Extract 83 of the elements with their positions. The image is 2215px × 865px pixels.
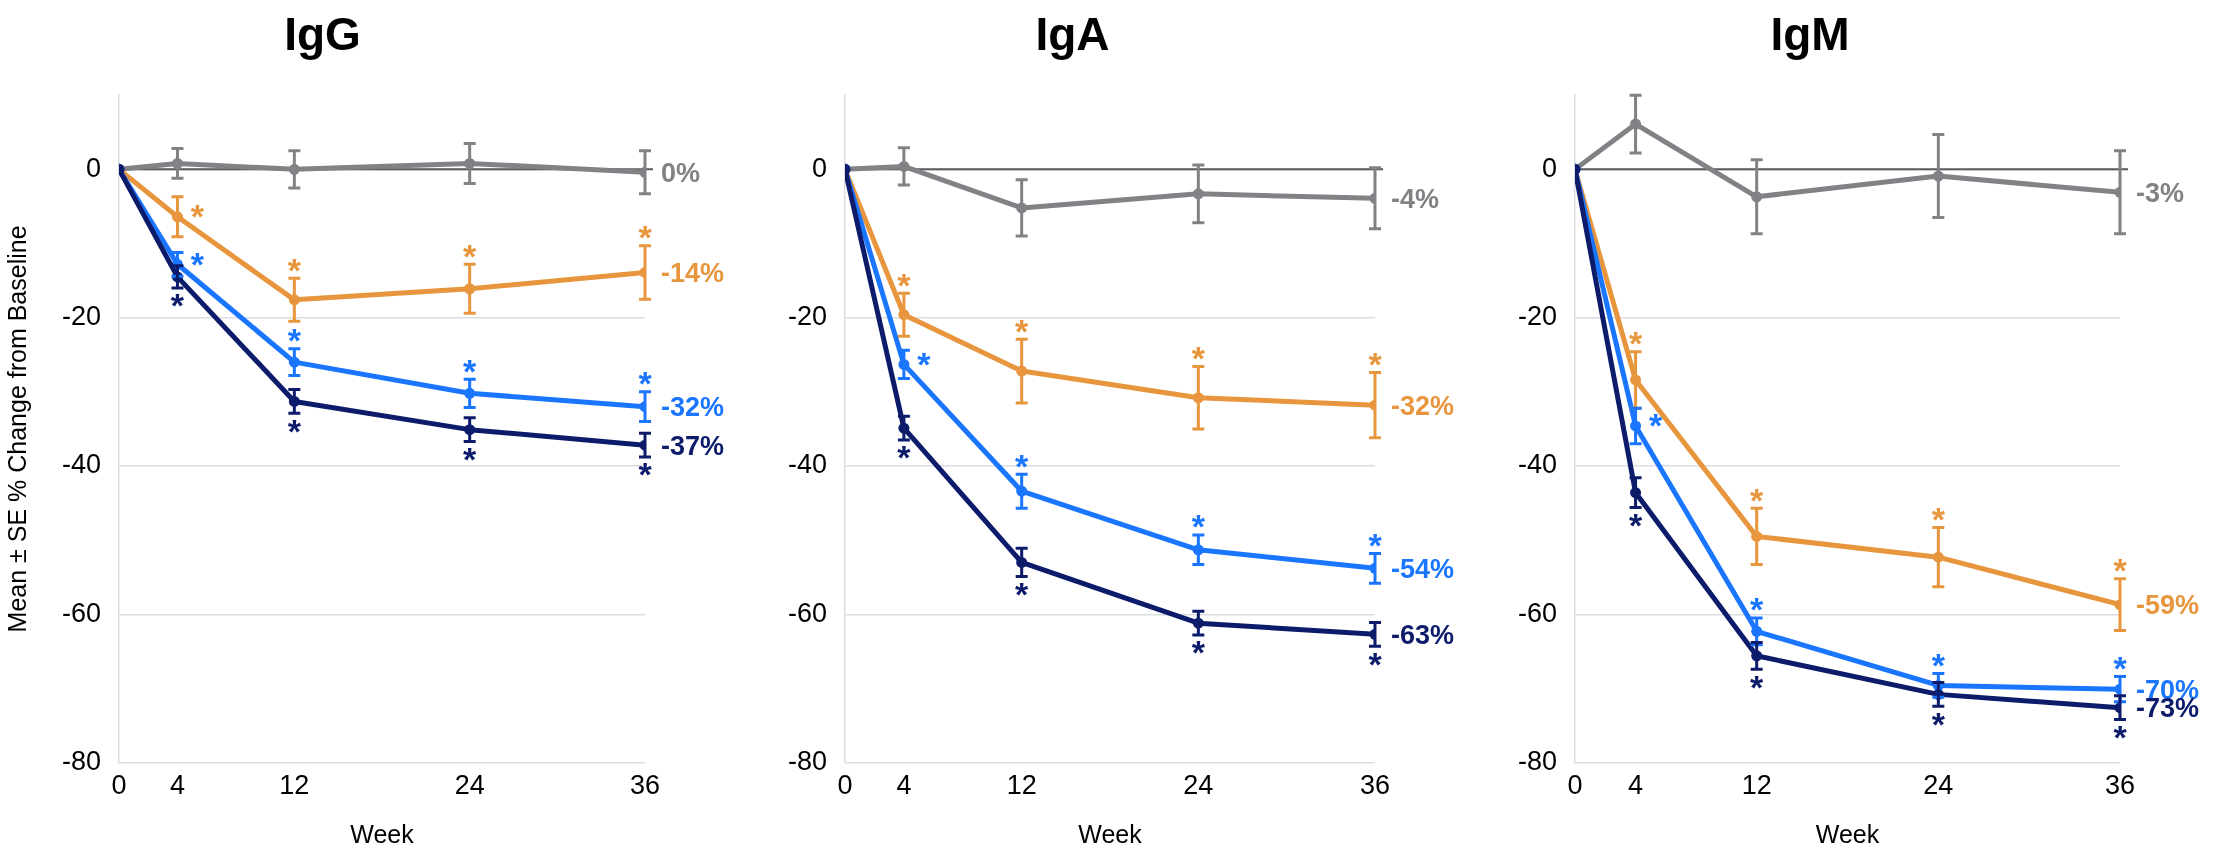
data-label: -63% bbox=[1391, 619, 1455, 650]
annotation: * bbox=[1750, 480, 1765, 519]
data-label: -59% bbox=[2136, 590, 2200, 621]
annotation: * bbox=[190, 197, 205, 236]
x-tick-label: 36 bbox=[1359, 770, 1391, 801]
x-tick-label: 4 bbox=[896, 770, 912, 801]
annotation: * bbox=[190, 244, 205, 283]
y-tick-label: 0 bbox=[85, 152, 102, 183]
x-tick-label: 4 bbox=[1628, 770, 1644, 801]
y-tick-label: -80 bbox=[1517, 746, 1558, 777]
data-label: -54% bbox=[1391, 553, 1455, 584]
annotation: * bbox=[1931, 499, 1946, 538]
annotation: * bbox=[638, 364, 653, 403]
annotation: * bbox=[1628, 505, 1643, 544]
data-label: 0% bbox=[661, 157, 701, 188]
y-tick-label: -20 bbox=[61, 301, 102, 332]
x-tick-label: 24 bbox=[1183, 770, 1214, 801]
annotation: * bbox=[1931, 645, 1946, 684]
x-axis-title: Week bbox=[350, 819, 415, 848]
y-tick-label: 0 bbox=[811, 152, 828, 183]
data-label: -37% bbox=[661, 430, 725, 461]
annotation: * bbox=[1015, 574, 1030, 613]
x-tick-label: 0 bbox=[1567, 770, 1583, 801]
y-tick-label: 0 bbox=[1541, 152, 1558, 183]
y-tick-label: -60 bbox=[1517, 597, 1558, 628]
x-tick-label: 24 bbox=[1923, 770, 1954, 801]
annotation: * bbox=[1191, 507, 1206, 546]
annotation: * bbox=[1368, 344, 1383, 383]
annotation: * bbox=[1191, 633, 1206, 672]
x-tick-label: 0 bbox=[837, 770, 853, 801]
annotation: * bbox=[638, 455, 653, 494]
annotation: * bbox=[1015, 446, 1030, 485]
x-tick-label: 36 bbox=[2104, 770, 2136, 801]
x-tick-label: 4 bbox=[169, 770, 185, 801]
y-tick-label: -60 bbox=[61, 597, 102, 628]
annotation: * bbox=[170, 286, 185, 325]
y-tick-label: -20 bbox=[1517, 301, 1558, 332]
y-tick-label: -40 bbox=[1517, 449, 1558, 480]
x-tick-label: 12 bbox=[1741, 770, 1772, 801]
data-label: -14% bbox=[661, 257, 725, 288]
annotation: * bbox=[1368, 644, 1383, 683]
annotation: * bbox=[463, 236, 478, 275]
data-label: -32% bbox=[1391, 390, 1455, 421]
annotation: * bbox=[1648, 406, 1663, 445]
x-axis-title: Week bbox=[1078, 819, 1143, 848]
x-tick-label: 24 bbox=[454, 770, 485, 801]
annotation: * bbox=[1368, 525, 1383, 564]
x-tick-label: 12 bbox=[279, 770, 310, 801]
chart-title: IgA bbox=[1035, 8, 1110, 61]
data-label: -32% bbox=[661, 392, 725, 423]
annotation: * bbox=[638, 218, 653, 257]
y-tick-label: -60 bbox=[787, 597, 828, 628]
annotation: * bbox=[2113, 551, 2128, 590]
annotation: * bbox=[287, 411, 302, 450]
x-tick-label: 0 bbox=[111, 770, 127, 801]
y-tick-label: -80 bbox=[61, 746, 102, 777]
y-axis-title: Mean ± SE % Change from Baseline bbox=[2, 225, 31, 633]
x-axis-title: Week bbox=[1815, 819, 1880, 848]
annotation: * bbox=[1931, 704, 1946, 743]
y-tick-label: -40 bbox=[787, 449, 828, 480]
annotation: * bbox=[463, 351, 478, 390]
x-tick-label: 12 bbox=[1006, 770, 1037, 801]
data-label: -4% bbox=[1391, 183, 1440, 214]
annotation: * bbox=[1191, 338, 1206, 377]
annotation: * bbox=[1015, 311, 1030, 350]
annotation: * bbox=[897, 438, 912, 477]
annotation: * bbox=[897, 265, 912, 304]
data-label: -3% bbox=[2136, 177, 2185, 208]
annotation: * bbox=[1628, 324, 1643, 363]
annotation: * bbox=[2113, 648, 2128, 687]
annotation: * bbox=[287, 321, 302, 360]
annotation: * bbox=[1750, 667, 1765, 706]
y-tick-label: -20 bbox=[787, 301, 828, 332]
annotation: * bbox=[287, 250, 302, 289]
annotation: * bbox=[2113, 717, 2128, 756]
y-tick-label: -80 bbox=[787, 746, 828, 777]
annotation: * bbox=[463, 439, 478, 478]
chart-title: IgM bbox=[1770, 8, 1850, 61]
x-tick-label: 36 bbox=[629, 770, 661, 801]
chart-title: IgG bbox=[284, 8, 361, 61]
y-tick-label: -40 bbox=[61, 449, 102, 480]
annotation: * bbox=[917, 344, 932, 383]
annotation: * bbox=[1750, 590, 1765, 629]
